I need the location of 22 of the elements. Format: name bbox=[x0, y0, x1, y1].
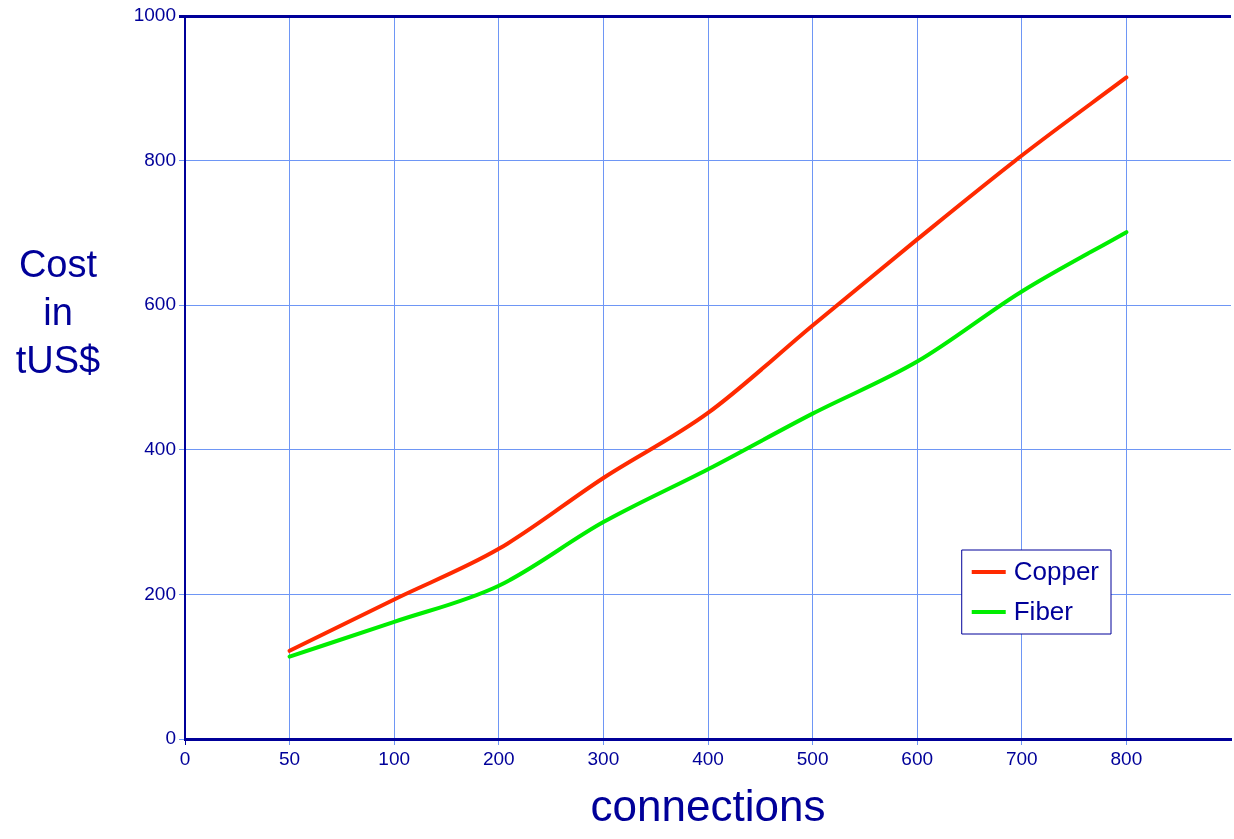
y-tick-label: 600 bbox=[144, 293, 176, 315]
legend-label: Copper bbox=[1013, 556, 1100, 587]
y-tick-label: 800 bbox=[144, 148, 176, 170]
x-tick-label: 600 bbox=[901, 747, 934, 769]
x-tick-label: 50 bbox=[279, 747, 301, 769]
x-tick-label: 100 bbox=[378, 747, 411, 769]
y-tick-label: 200 bbox=[144, 582, 176, 604]
x-tick-label: 0 bbox=[179, 747, 191, 769]
x-tick-label: 200 bbox=[482, 747, 515, 769]
legend-label: Fiber bbox=[1013, 596, 1074, 627]
y-tick-label: 1000 bbox=[133, 4, 176, 26]
x-tick-label: 400 bbox=[692, 747, 724, 769]
x-tick-label: 300 bbox=[587, 747, 620, 769]
x-tick-label: 700 bbox=[1005, 747, 1038, 769]
x-tick-label: 500 bbox=[796, 747, 829, 769]
y-tick-label: 0 bbox=[165, 727, 176, 749]
x-tick-label: 800 bbox=[1110, 747, 1143, 769]
line-series bbox=[287, 230, 1129, 659]
line-series bbox=[287, 75, 1129, 653]
x-axis-title: connections bbox=[590, 780, 826, 830]
y-axis-title: Cost in tUS$ bbox=[14, 242, 102, 383]
y-tick-label: 400 bbox=[144, 438, 176, 460]
